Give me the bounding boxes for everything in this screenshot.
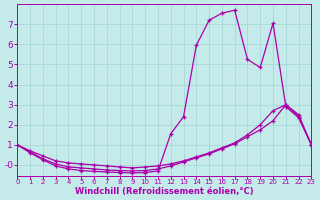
- X-axis label: Windchill (Refroidissement éolien,°C): Windchill (Refroidissement éolien,°C): [75, 187, 254, 196]
